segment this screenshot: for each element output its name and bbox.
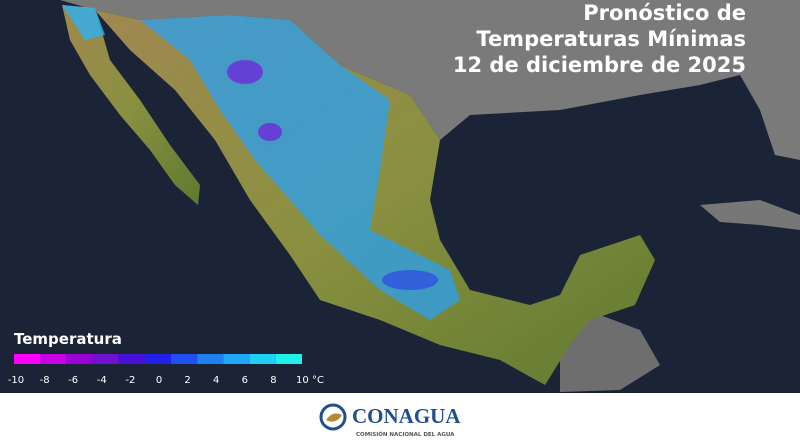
legend-tick-label: -4 bbox=[97, 375, 107, 386]
title-line: 12 de diciembre de 2025 bbox=[453, 53, 746, 77]
legend-tick-label: 8 bbox=[270, 375, 276, 386]
coldest-spot bbox=[227, 60, 263, 84]
legend: -10 -8 -6 -4 -2 0 2 4 6 8 10 °C bbox=[8, 354, 324, 386]
legend-swatch bbox=[14, 354, 41, 364]
legend-swatch bbox=[275, 354, 302, 364]
legend-tick-label: -6 bbox=[68, 375, 78, 386]
legend-tick-label: 0 bbox=[156, 375, 162, 386]
legend-swatch bbox=[66, 354, 93, 364]
cold-area bbox=[140, 15, 460, 320]
legend-swatch bbox=[118, 354, 145, 364]
legend-tick-label: -8 bbox=[40, 375, 50, 386]
legend-swatch bbox=[171, 354, 198, 364]
baja-california bbox=[62, 5, 200, 205]
title-line: Temperaturas Mínimas bbox=[476, 27, 746, 51]
logo-subtitle: COMISIÓN NACIONAL DEL AGUA bbox=[356, 431, 455, 438]
logo-icon bbox=[319, 403, 347, 431]
title-line: Pronóstico de bbox=[583, 1, 746, 25]
cold-area-baja bbox=[62, 5, 105, 40]
legend-tick-label: -10 bbox=[8, 375, 24, 386]
legend-swatch bbox=[40, 354, 67, 364]
legend-tick-label: 4 bbox=[213, 375, 219, 386]
legend-title: Temperatura bbox=[14, 330, 122, 348]
legend-tick-label: -2 bbox=[125, 375, 135, 386]
usa-land bbox=[60, 0, 800, 160]
coldest-spot bbox=[258, 123, 282, 141]
cold-spot bbox=[382, 270, 438, 290]
legend-swatch bbox=[197, 354, 224, 364]
footer bbox=[0, 393, 800, 445]
legend-tick-label: 10 °C bbox=[296, 375, 324, 386]
cuba bbox=[700, 200, 800, 230]
legend-swatch bbox=[144, 354, 172, 364]
central-america bbox=[560, 315, 660, 392]
logo-text: CONAGUA bbox=[352, 404, 461, 428]
legend-swatch bbox=[92, 354, 119, 364]
legend-swatch bbox=[223, 354, 250, 364]
legend-swatch bbox=[249, 354, 276, 364]
legend-tick-label: 6 bbox=[242, 375, 248, 386]
legend-tick-label: 2 bbox=[184, 375, 190, 386]
